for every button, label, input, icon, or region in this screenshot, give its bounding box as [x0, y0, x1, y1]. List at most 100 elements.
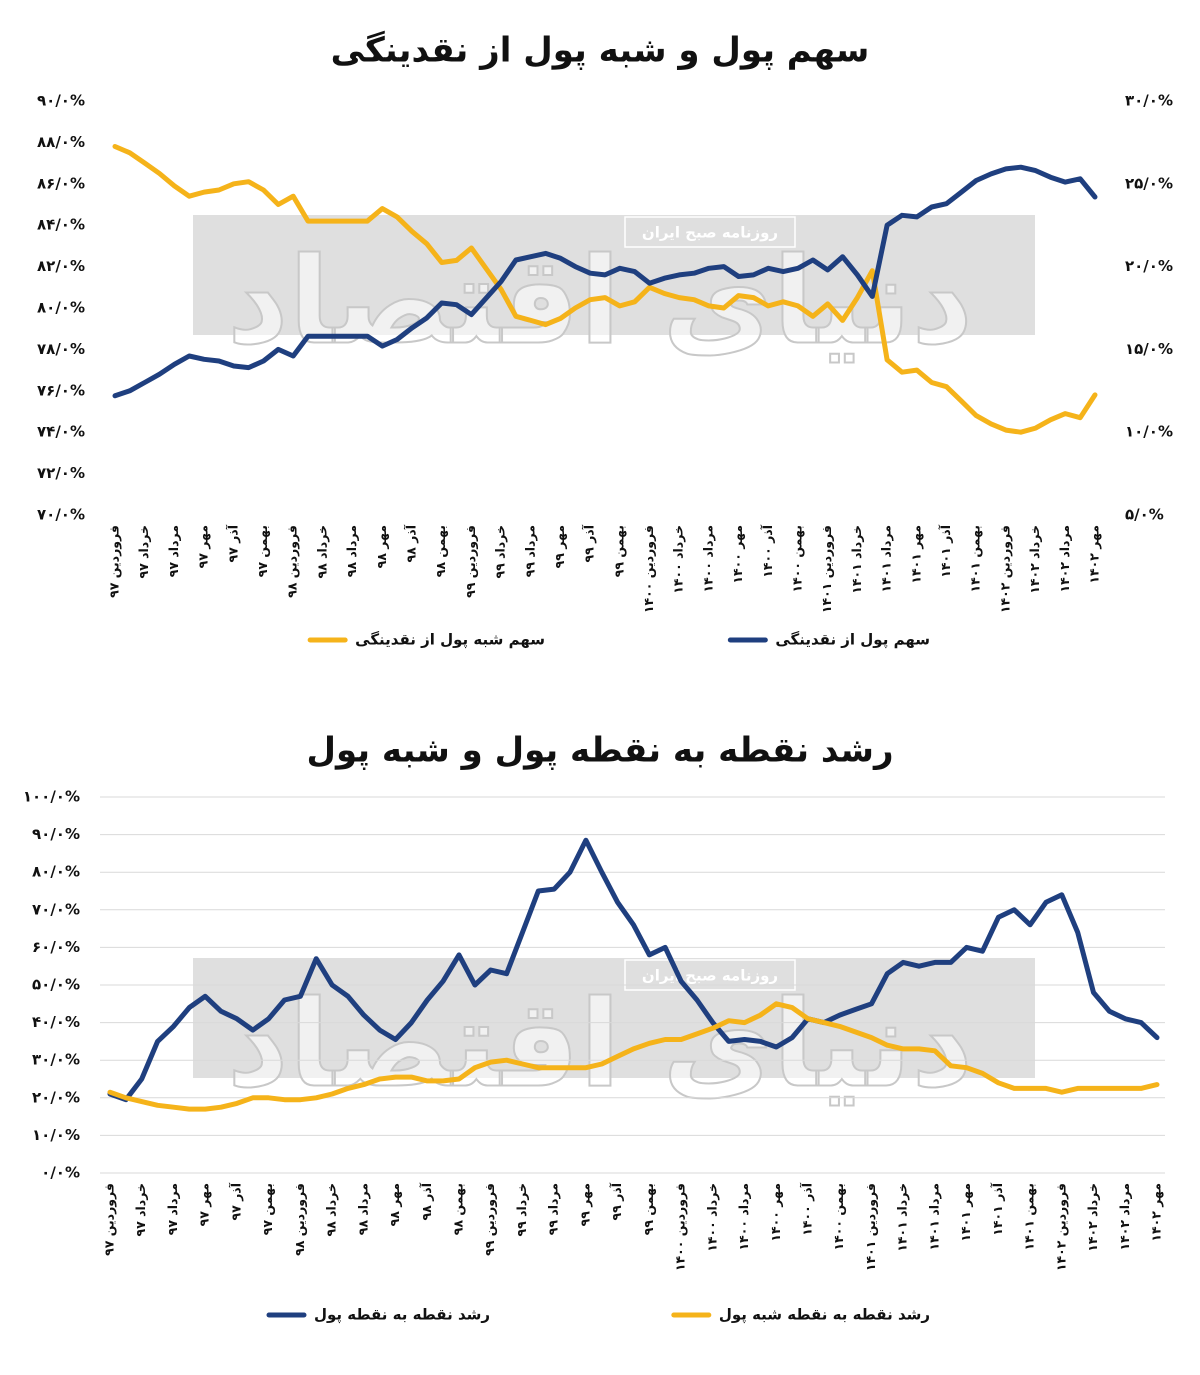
x-tick-label: مرداد ۹۹	[546, 1183, 561, 1235]
x-tick-label: مهر ۱۴۰۲	[1087, 525, 1102, 584]
x-tick-label: خرداد ۱۴۰۰	[704, 1183, 719, 1252]
y-tick-label: ۹۰/۰%	[37, 92, 85, 110]
x-tick-label: مهر ۱۴۰۱	[908, 525, 923, 584]
x-tick-label: خرداد ۹۸	[314, 525, 329, 579]
x-tick-label: فروردین ۱۴۰۲	[997, 525, 1012, 613]
x-tick-label: خرداد ۱۴۰۲	[1085, 1183, 1100, 1252]
x-tick-label: مهر ۱۴۰۰	[730, 525, 745, 584]
y-tick-label: ۵۰/۰%	[32, 976, 80, 994]
y-tick-label: ۲۰/۰%	[32, 1088, 80, 1106]
x-tick-label: خرداد ۹۸	[324, 1183, 339, 1237]
watermark-tagline: روزنامه صبح ایران	[642, 967, 778, 985]
x-tick-label: مرداد ۱۴۰۲	[1057, 525, 1072, 593]
watermark-brand: دنیای اقتصاد	[227, 976, 973, 1115]
x-tick-label: مرداد ۹۷	[165, 1183, 180, 1235]
x-tick-label: خرداد ۱۴۰۲	[1027, 525, 1042, 594]
x-tick-label: خرداد ۹۷	[136, 525, 151, 579]
y-tick-label: ۸۴/۰%	[37, 216, 85, 234]
watermark-tag-box	[624, 216, 796, 248]
y-tick-label: ۳۰/۰%	[32, 1051, 80, 1069]
legend-label: رشد نقطه به نقطه پول	[314, 1306, 490, 1325]
x-tick-label: فروردین ۱۴۰۰	[673, 1183, 688, 1271]
x-tick-label: مهر ۱۴۰۲	[1149, 1183, 1164, 1242]
x-tick-label: فروردین ۱۴۰۲	[1053, 1183, 1068, 1271]
x-tick-label: خرداد ۱۴۰۰	[671, 525, 686, 594]
x-tick-label: فروردین ۹۹	[463, 525, 478, 598]
x-tick-label: خرداد ۹۹	[493, 525, 508, 579]
x-tick-label: بهمن ۹۸	[451, 1183, 466, 1235]
y-tick-label: ۹۰/۰%	[32, 825, 80, 843]
x-tick-label: خرداد ۱۴۰۱	[849, 525, 864, 594]
watermark-brand: دنیای اقتصاد	[227, 233, 973, 372]
x-tick-label: فروردین ۹۸	[285, 525, 300, 598]
x-tick-label: مهر ۹۸	[387, 1183, 402, 1226]
y-tick-label: ۸۲/۰%	[37, 257, 85, 275]
x-tick-label: مرداد ۱۴۰۱	[879, 525, 894, 593]
x-tick-label: فروردین ۹۸	[292, 1183, 307, 1256]
x-tick-label: مرداد ۱۴۰۰	[700, 525, 715, 593]
y-tick-label: ۷۰/۰%	[32, 900, 80, 918]
x-tick-label: مرداد ۱۴۰۰	[736, 1183, 751, 1251]
x-tick-label: بهمن ۹۸	[433, 525, 448, 577]
x-tick-label: مهر ۱۴۰۱	[958, 1183, 973, 1242]
x-tick-label: بهمن ۱۴۰۱	[968, 525, 983, 592]
x-tick-label: مرداد ۹۷	[166, 525, 181, 577]
legend-label: سهم شبه پول از نقدینگی	[355, 631, 545, 650]
x-tick-label: مرداد ۱۴۰۱	[926, 1183, 941, 1251]
x-tick-label: مهر ۹۷	[197, 1183, 212, 1226]
x-tick-label: بهمن ۱۴۰۰	[790, 525, 805, 592]
y-tick-label: ۴۰/۰%	[32, 1013, 80, 1031]
x-tick-label: آذر ۱۴۰۰	[800, 1182, 815, 1235]
x-tick-label: خرداد ۱۴۰۱	[895, 1183, 910, 1252]
y-tick-label: ۶۰/۰%	[32, 938, 80, 956]
x-tick-label: آذر ۱۴۰۰	[760, 524, 775, 577]
x-tick-label: مرداد ۱۴۰۲	[1117, 1183, 1132, 1251]
x-tick-label: فروردین ۹۹	[482, 1183, 497, 1256]
x-tick-label: مهر ۹۹	[577, 1183, 592, 1226]
x-tick-label: فروردین ۱۴۰۱	[819, 525, 834, 613]
x-tick-label: بهمن ۱۴۰۰	[831, 1183, 846, 1250]
x-tick-label: آذر ۹۷	[228, 1182, 243, 1220]
x-tick-label: فروردین ۹۷	[102, 1183, 117, 1256]
x-tick-label: آذر ۱۴۰۱	[938, 524, 953, 577]
x-tick-label: فروردین ۹۷	[107, 525, 122, 598]
y2-tick-label: ۳۰/۰%	[1125, 92, 1173, 110]
x-tick-label: بهمن ۹۹	[611, 525, 626, 577]
chart-title: رشد نقطه به نقطه پول و شبه پول	[306, 731, 893, 771]
x-tick-label: مهر ۱۴۰۰	[768, 1183, 783, 1242]
y-tick-label: ۷۲/۰%	[37, 464, 85, 482]
x-tick-label: مهر ۹۷	[196, 525, 211, 568]
x-tick-label: آذر ۹۸	[419, 1182, 434, 1220]
x-tick-label: فروردین ۱۴۰۱	[863, 1183, 878, 1271]
y-tick-label: ۸۶/۰%	[37, 174, 85, 192]
x-tick-label: مهر ۹۹	[552, 525, 567, 568]
x-tick-label: خرداد ۹۷	[133, 1183, 148, 1237]
y2-tick-label: ۱۰/۰%	[1125, 423, 1173, 441]
watermark-tagline: روزنامه صبح ایران	[642, 224, 778, 242]
watermark-band	[193, 215, 1035, 335]
x-tick-label: مرداد ۹۸	[355, 1183, 370, 1235]
x-tick-label: مهر ۹۸	[374, 525, 389, 568]
x-tick-label: آذر ۹۹	[582, 524, 597, 562]
x-tick-label: آذر ۹۹	[609, 1182, 624, 1220]
watermark-tag-box	[624, 959, 796, 991]
legend-label: سهم پول از نقدینگی	[775, 631, 930, 650]
x-tick-label: خرداد ۹۹	[514, 1183, 529, 1237]
y2-tick-label: ۵/۰%	[1125, 506, 1164, 524]
chart-title: سهم پول و شبه پول از نقدینگی	[331, 31, 870, 71]
series-line	[112, 164, 1098, 399]
x-tick-label: بهمن ۹۷	[255, 525, 270, 577]
x-tick-label: مرداد ۹۹	[522, 525, 537, 577]
y2-tick-label: ۲۵/۰%	[1125, 174, 1173, 192]
series-line	[112, 144, 1098, 435]
series-line	[107, 1001, 1160, 1112]
x-tick-label: آذر ۹۸	[403, 524, 418, 562]
y-tick-label: ۸۸/۰%	[37, 133, 85, 151]
x-tick-label: آذر ۱۴۰۱	[990, 1182, 1005, 1235]
y-tick-label: ۷۶/۰%	[37, 381, 85, 399]
x-tick-label: بهمن ۱۴۰۱	[1022, 1183, 1037, 1250]
y-tick-label: ۰/۰%	[41, 1164, 80, 1182]
y2-tick-label: ۱۵/۰%	[1125, 340, 1173, 358]
